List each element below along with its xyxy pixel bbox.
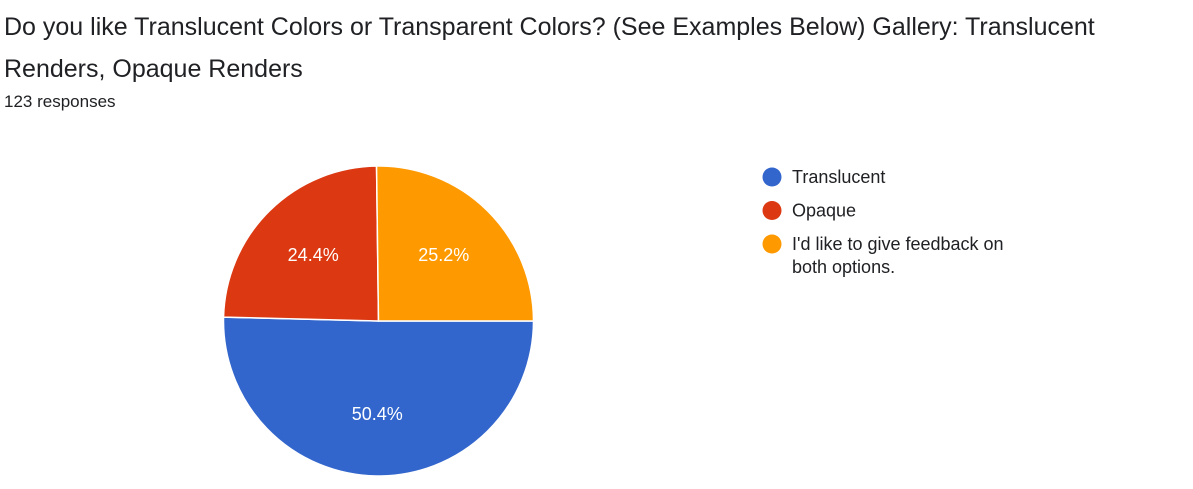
pie-slice-translucent[interactable] [222,316,535,477]
pie-slice-label: 25.2% [418,245,469,265]
pie-slice-label: 24.4% [288,245,339,265]
legend-label[interactable]: both options. [792,257,895,277]
legend-label[interactable]: I'd like to give feedback on [792,234,1004,254]
legend-swatch[interactable] [762,234,782,254]
legend-swatch[interactable] [762,201,782,220]
chart-legend: Translucent Opaque I'd like to give feedba… [762,167,1004,277]
chart-header: Do you like Translucent Colors or Transp… [4,6,1189,112]
legend-swatch[interactable] [762,167,782,187]
pie-slice-id[interactable] [375,165,535,322]
chart-title: Do you like Translucent Colors or Transp… [4,13,1095,83]
legend-label[interactable]: Translucent [792,167,885,187]
pie-slices [222,165,535,477]
pie-slice-label: 50.4% [352,404,403,424]
legend-label[interactable]: Opaque [792,201,856,221]
response-count: 123 responses [4,92,116,111]
pie-slice-labels: 50.4% 24.4% 25.2% [288,245,470,424]
pie-slice-opaque[interactable] [222,165,380,322]
